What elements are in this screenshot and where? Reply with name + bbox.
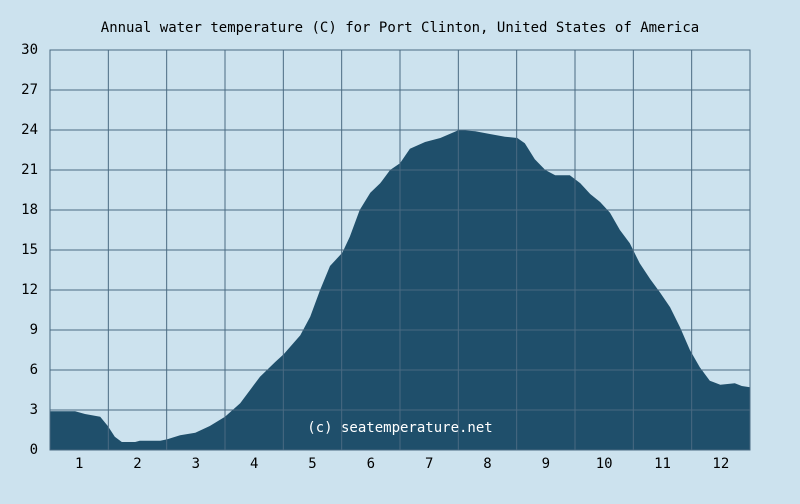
plot-frame [49,49,751,451]
y-tick-label: 27 [21,82,38,98]
x-tick-label: 8 [483,456,491,472]
y-tick-label: 12 [21,282,38,298]
x-tick-label: 6 [367,456,375,472]
x-tick-label: 11 [654,456,671,472]
y-tick-label: 3 [30,402,38,418]
x-tick-label: 12 [712,456,729,472]
y-tick-label: 30 [21,42,38,58]
y-tick-label: 24 [21,122,38,138]
x-tick-label: 7 [425,456,433,472]
y-tick-label: 18 [21,202,38,218]
y-tick-label: 21 [21,162,38,178]
x-tick-label: 1 [75,456,83,472]
x-tick-label: 10 [596,456,613,472]
x-tick-label: 4 [250,456,258,472]
chart-title: Annual water temperature (C) for Port Cl… [101,20,699,36]
y-tick-label: 6 [30,362,38,378]
x-tick-label: 5 [308,456,316,472]
x-tick-label: 3 [192,456,200,472]
x-tick-label: 9 [542,456,550,472]
y-tick-label: 0 [30,442,38,458]
x-tick-label: 2 [133,456,141,472]
watermark: (c) seatemperature.net [307,420,492,436]
y-tick-label: 9 [30,322,38,338]
y-tick-label: 15 [21,242,38,258]
